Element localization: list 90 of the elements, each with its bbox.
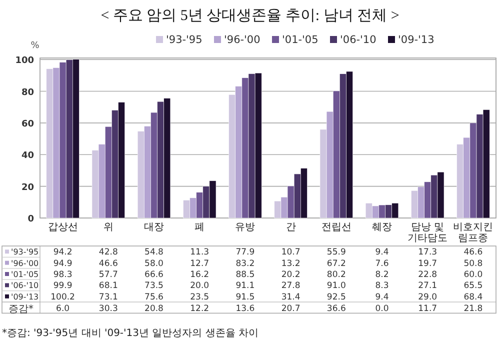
text: 98.3 [53, 270, 72, 280]
y-tick-label: 100 [15, 56, 34, 66]
text: 77.9 [236, 248, 255, 258]
text: 100.2 [50, 292, 75, 302]
text: 17.3 [418, 248, 438, 258]
text: 16.2 [190, 270, 210, 280]
text: 58.0 [144, 258, 164, 269]
text: 36.6 [326, 304, 346, 314]
text: 20.7 [281, 304, 300, 314]
text: 13.6 [236, 304, 255, 314]
text: 8.3 [375, 281, 389, 292]
x-tick-label: 간 [286, 222, 296, 233]
text: 6.0 [56, 304, 70, 314]
text: 21.8 [464, 304, 483, 314]
legend-label: '96-'00 [224, 34, 260, 46]
text: 99.9 [53, 281, 72, 292]
x-tick-label: 담낭 및 기타담도 [408, 222, 448, 244]
text: 29.0 [418, 292, 438, 302]
text: 20.0 [190, 281, 210, 292]
text: 30.3 [98, 304, 118, 314]
x-tick-label: 전립선 [321, 222, 352, 233]
text: '06-'10 [11, 281, 39, 290]
text: 20.8 [144, 304, 164, 314]
text: '09-'13 [11, 292, 39, 302]
y-tick-label: 80 [21, 88, 34, 98]
text: 94.2 [53, 248, 72, 258]
text: 46.6 [98, 258, 118, 269]
text: 80.2 [326, 270, 346, 280]
text: 19.7 [418, 258, 438, 269]
text: 12.7 [190, 258, 210, 269]
text: 13.2 [281, 258, 300, 269]
text: 88.5 [236, 270, 255, 280]
text: 22.8 [418, 270, 438, 280]
text: 8.2 [375, 270, 389, 280]
text: 83.2 [236, 258, 255, 269]
text: 0.0 [375, 304, 389, 314]
text: 7.6 [375, 258, 389, 269]
text: 91.5 [236, 292, 255, 302]
text: 68.1 [98, 281, 118, 292]
text: 67.2 [326, 258, 346, 269]
y-tick-label: 40 [21, 151, 34, 162]
text: *증감: '93-'95년 대비 '09-'13년 일반성자의 생존율 차이 [2, 328, 259, 339]
legend-label: '09-'13 [398, 34, 434, 46]
text: 66.6 [144, 270, 164, 280]
legend-label: '06-'10 [340, 34, 376, 46]
x-tick-label: 유방 [235, 222, 256, 233]
x-tick-label: 위 [103, 222, 114, 233]
text: 54.8 [144, 248, 164, 258]
text: 92.5 [326, 292, 346, 302]
text: 50.8 [464, 258, 483, 269]
text: '01-'05 [11, 270, 39, 279]
x-tick-label: 대장 [144, 222, 164, 233]
text: 11.3 [190, 248, 210, 258]
x-tick-label: 췌장 [372, 222, 392, 233]
text: 91.0 [326, 281, 346, 292]
text: 57.7 [98, 270, 118, 280]
text: 12.2 [190, 304, 210, 314]
y-tick-label: 0 [28, 214, 34, 224]
x-tick-label: 폐 [194, 222, 205, 233]
legend-label: '01-'05 [282, 34, 318, 46]
text: 9.4 [375, 292, 389, 302]
text: 9.4 [375, 248, 389, 258]
x-tick-label: 비호지킨 림프종 [453, 222, 494, 244]
text: 73.1 [98, 292, 118, 302]
text: 65.5 [464, 281, 483, 292]
text: 증감* [8, 304, 34, 315]
text: 60.0 [464, 270, 483, 280]
text: 10.7 [281, 248, 300, 258]
legend-label: '93-'95 [166, 34, 202, 46]
y-tick-label: 20 [21, 182, 34, 193]
text: 11.7 [418, 304, 438, 314]
text: 73.5 [144, 281, 164, 292]
text: 68.4 [464, 292, 483, 302]
text: 42.8 [98, 248, 118, 258]
text: '93-'95 [11, 248, 39, 257]
text: 46.6 [464, 248, 483, 258]
text: 55.9 [326, 248, 346, 258]
y-axis-title: % [30, 41, 40, 51]
text: 27.1 [418, 281, 438, 292]
text: 91.1 [236, 281, 255, 292]
text: '96-'00 [11, 258, 39, 268]
chart-title: < 주요 암의 5년 상대생존율 추이: 남녀 전체 > [100, 8, 400, 24]
text: 27.8 [281, 281, 300, 292]
y-tick-label: 60 [21, 119, 34, 130]
text: 23.5 [190, 292, 210, 302]
x-tick-label: 갑상선 [48, 222, 78, 233]
text: 31.4 [281, 292, 300, 302]
text: 20.2 [281, 270, 300, 280]
text: 94.9 [53, 258, 72, 269]
text: 75.6 [144, 292, 164, 302]
